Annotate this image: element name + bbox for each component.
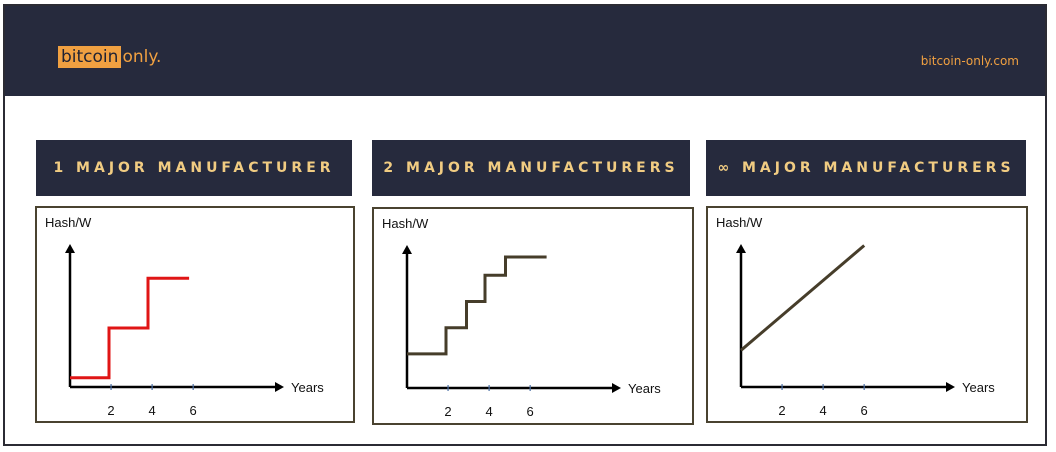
series-line [407, 255, 547, 356]
x-tick-label: 2 [778, 403, 785, 418]
x-axis-label: Years [291, 380, 324, 395]
chart-panel-3: Hash/W Years 2 4 6 [706, 206, 1028, 423]
x-axis-arrow [946, 382, 955, 392]
x-tick-label: 2 [444, 404, 451, 419]
x-axis-label: Years [962, 380, 995, 395]
y-axis-arrow [65, 244, 75, 253]
chart-title-1: 1 MAJOR MANUFACTURER [36, 140, 352, 196]
y-axis-arrow [402, 245, 412, 254]
site-link[interactable]: bitcoin-only.com [920, 54, 1019, 68]
series-line [70, 276, 190, 380]
y-axis-label: Hash/W [382, 216, 429, 231]
y-axis-label: Hash/W [716, 215, 763, 230]
x-tick-label: 6 [190, 403, 197, 418]
y-axis-label: Hash/W [45, 215, 92, 230]
chart-svg-1: Hash/W Years 2 4 6 [45, 215, 324, 418]
chart-title-3: ∞ MAJOR MANUFACTURERS [706, 140, 1026, 196]
logo-text: only. [122, 47, 162, 67]
x-tick-label: 6 [861, 403, 868, 418]
x-tick-label: 6 [527, 404, 534, 419]
x-axis-arrow [275, 382, 284, 392]
chart-panel-2: Hash/W Years 2 4 6 [372, 207, 694, 425]
x-axis-label: Years [628, 381, 661, 396]
header-bar: bitcoin only. bitcoin-only.com [5, 6, 1045, 96]
chart-title-2: 2 MAJOR MANUFACTURERS [372, 140, 690, 196]
chart-svg-3: Hash/W Years 2 4 6 [716, 215, 995, 418]
x-tick-label: 4 [819, 403, 826, 418]
y-axis-arrow [736, 244, 746, 253]
x-tick-label: 2 [107, 403, 114, 418]
chart-panel-1: Hash/W Years 2 4 6 [35, 206, 355, 423]
series-line [740, 244, 866, 352]
x-tick-label: 4 [148, 403, 155, 418]
x-tick-label: 4 [485, 404, 492, 419]
logo-highlight: bitcoin [58, 46, 122, 68]
x-axis-arrow [612, 383, 621, 393]
chart-svg-2: Hash/W Years 2 4 6 [382, 216, 661, 419]
brand-logo[interactable]: bitcoin only. [58, 46, 161, 68]
